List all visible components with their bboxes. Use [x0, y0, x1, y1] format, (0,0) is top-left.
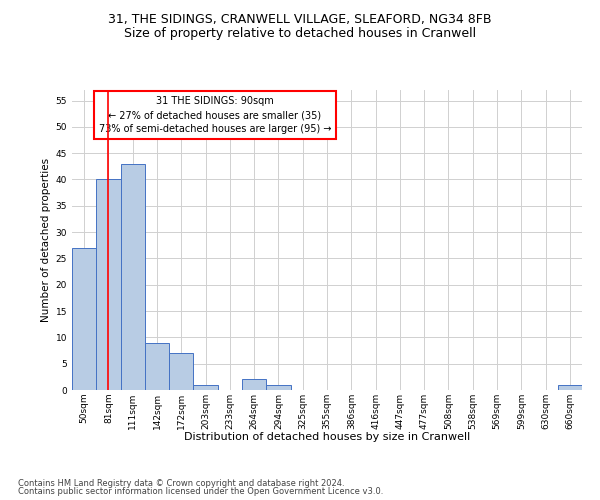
Y-axis label: Number of detached properties: Number of detached properties	[41, 158, 52, 322]
Bar	[145, 342, 169, 390]
Bar	[242, 380, 266, 390]
Bar	[193, 384, 218, 390]
X-axis label: Distribution of detached houses by size in Cranwell: Distribution of detached houses by size …	[184, 432, 470, 442]
Text: 31, THE SIDINGS, CRANWELL VILLAGE, SLEAFORD, NG34 8FB: 31, THE SIDINGS, CRANWELL VILLAGE, SLEAF…	[108, 12, 492, 26]
Text: Contains HM Land Registry data © Crown copyright and database right 2024.: Contains HM Land Registry data © Crown c…	[18, 478, 344, 488]
Text: 31 THE SIDINGS: 90sqm
← 27% of detached houses are smaller (35)
73% of semi-deta: 31 THE SIDINGS: 90sqm ← 27% of detached …	[98, 96, 331, 134]
Bar	[169, 353, 193, 390]
Bar	[266, 384, 290, 390]
Bar	[121, 164, 145, 390]
Text: Contains public sector information licensed under the Open Government Licence v3: Contains public sector information licen…	[18, 487, 383, 496]
Bar	[96, 180, 121, 390]
Text: Size of property relative to detached houses in Cranwell: Size of property relative to detached ho…	[124, 28, 476, 40]
Bar	[558, 384, 582, 390]
Bar	[72, 248, 96, 390]
